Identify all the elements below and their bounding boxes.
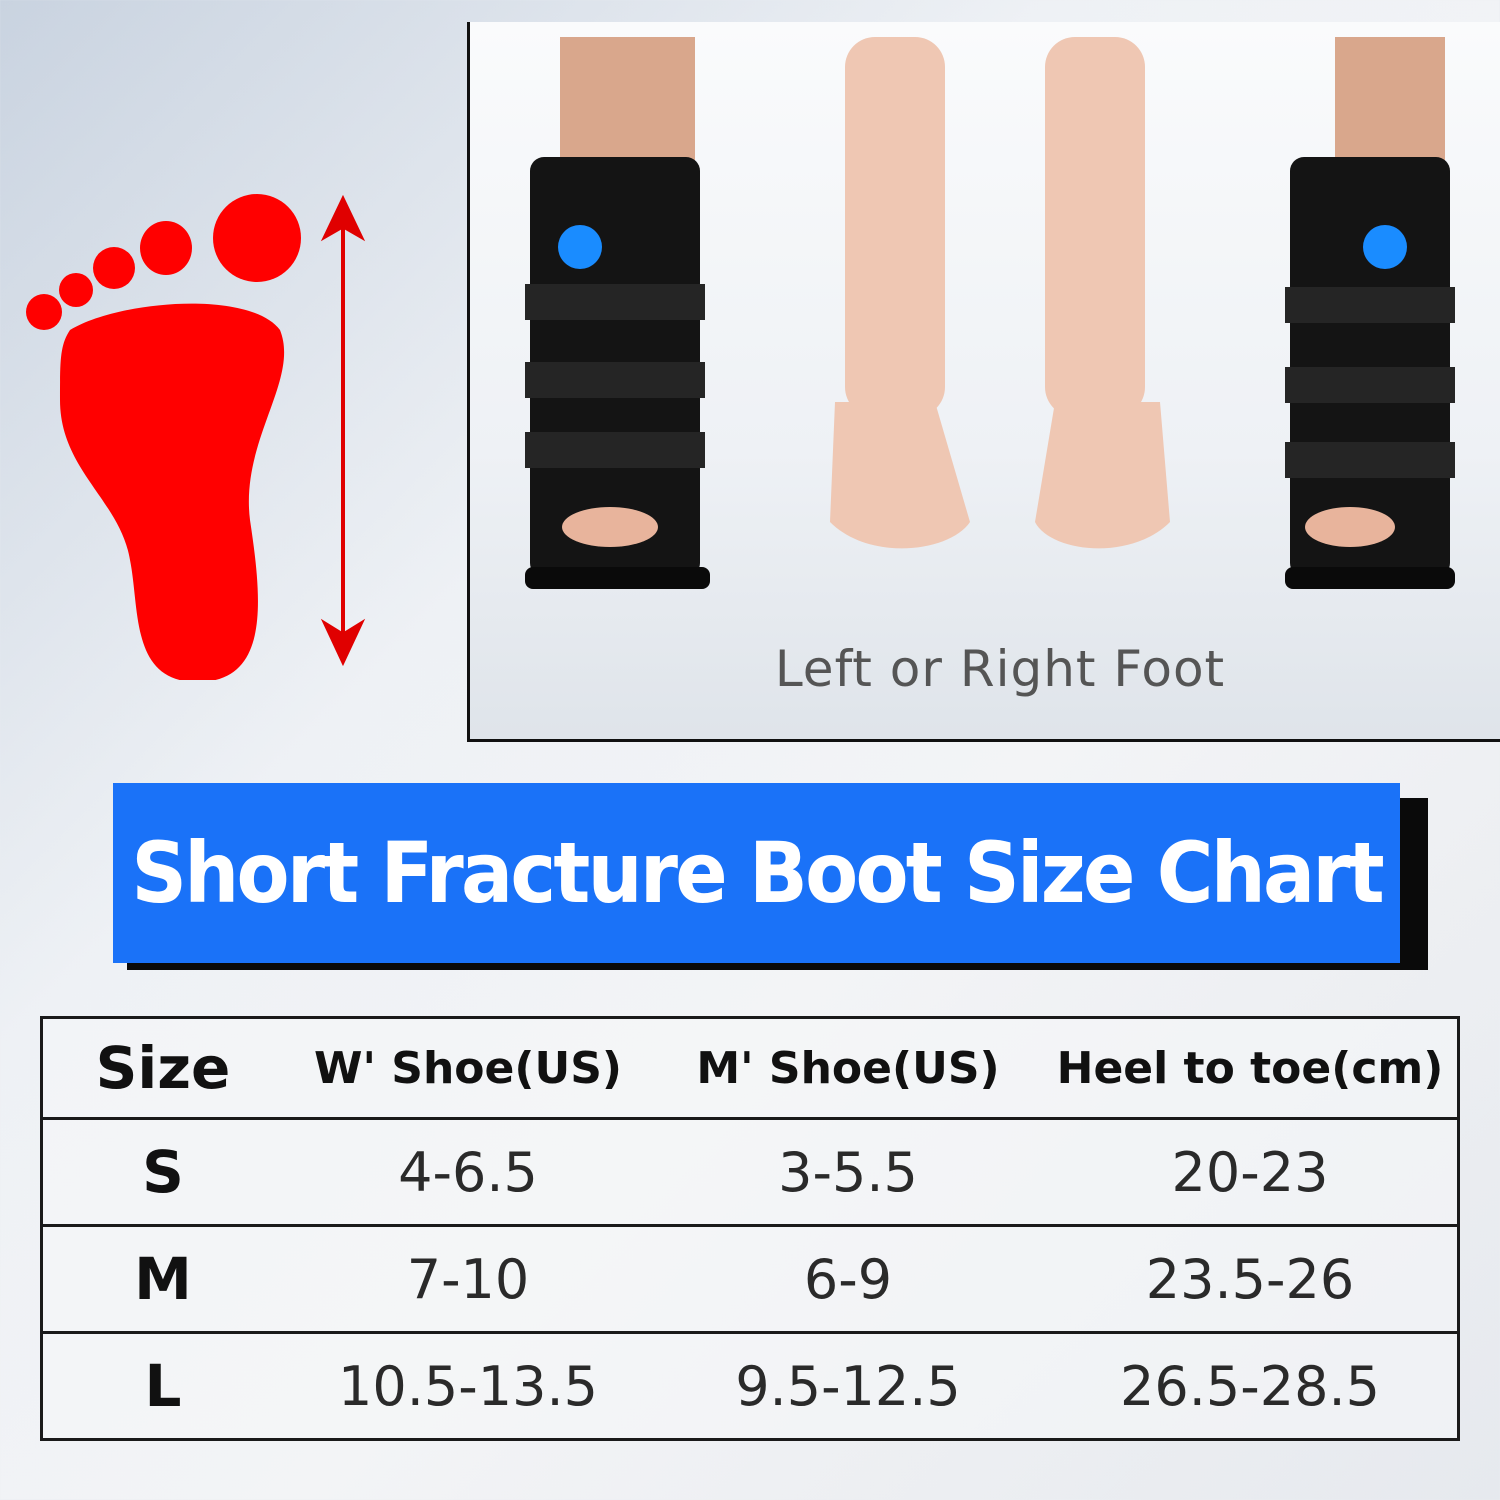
womens-shoe-cell: 7-10 <box>283 1224 653 1333</box>
header-heel-to-toe: Heel to toe(cm) <box>1056 1042 1444 1094</box>
table-row: S 4-6.5 3-5.5 20-23 <box>41 1117 1459 1226</box>
length-arrow-icon <box>320 194 366 667</box>
womens-shoe-cell: 4-6.5 <box>283 1117 653 1226</box>
table-row: M 7-10 6-9 23.5-26 <box>41 1224 1459 1333</box>
mens-shoe-cell: 6-9 <box>653 1224 1043 1333</box>
table-row: L 10.5-13.5 9.5-12.5 26.5-28.5 <box>41 1331 1459 1440</box>
left-boot-image <box>525 37 710 589</box>
frame-divider-vertical <box>467 22 470 742</box>
product-photo <box>470 22 1500 739</box>
boot-and-feet-illustration <box>525 37 1455 589</box>
right-boot-image <box>1285 37 1455 589</box>
bare-feet-image <box>830 37 1170 549</box>
mens-shoe-cell: 9.5-12.5 <box>653 1331 1043 1440</box>
header-mens-shoe: M' Shoe(US) <box>696 1042 1000 1094</box>
red-foot-icon <box>26 194 301 680</box>
table-header-row: Size W' Shoe(US) M' Shoe(US) Heel to toe… <box>42 1018 1459 1119</box>
heel-to-toe-cell: 20-23 <box>1043 1117 1459 1226</box>
frame-divider-horizontal <box>467 739 1500 742</box>
title-banner: Short Fracture Boot Size Chart <box>113 783 1400 963</box>
size-cell: M <box>41 1224 283 1333</box>
size-cell: S <box>41 1117 283 1226</box>
mens-shoe-cell: 3-5.5 <box>653 1117 1043 1226</box>
heel-to-toe-cell: 23.5-26 <box>1043 1224 1459 1333</box>
foot-length-diagram <box>26 194 366 680</box>
header-womens-shoe: W' Shoe(US) <box>313 1042 623 1094</box>
header-size: Size <box>95 1034 231 1102</box>
womens-shoe-cell: 10.5-13.5 <box>283 1331 653 1440</box>
banner-title: Short Fracture Boot Size Chart <box>131 824 1384 922</box>
heel-to-toe-cell: 26.5-28.5 <box>1043 1331 1459 1440</box>
size-cell: L <box>41 1331 283 1440</box>
size-chart-table: Size W' Shoe(US) M' Shoe(US) Heel to toe… <box>40 1016 1460 1441</box>
foot-caption: Left or Right Foot <box>774 640 1226 698</box>
